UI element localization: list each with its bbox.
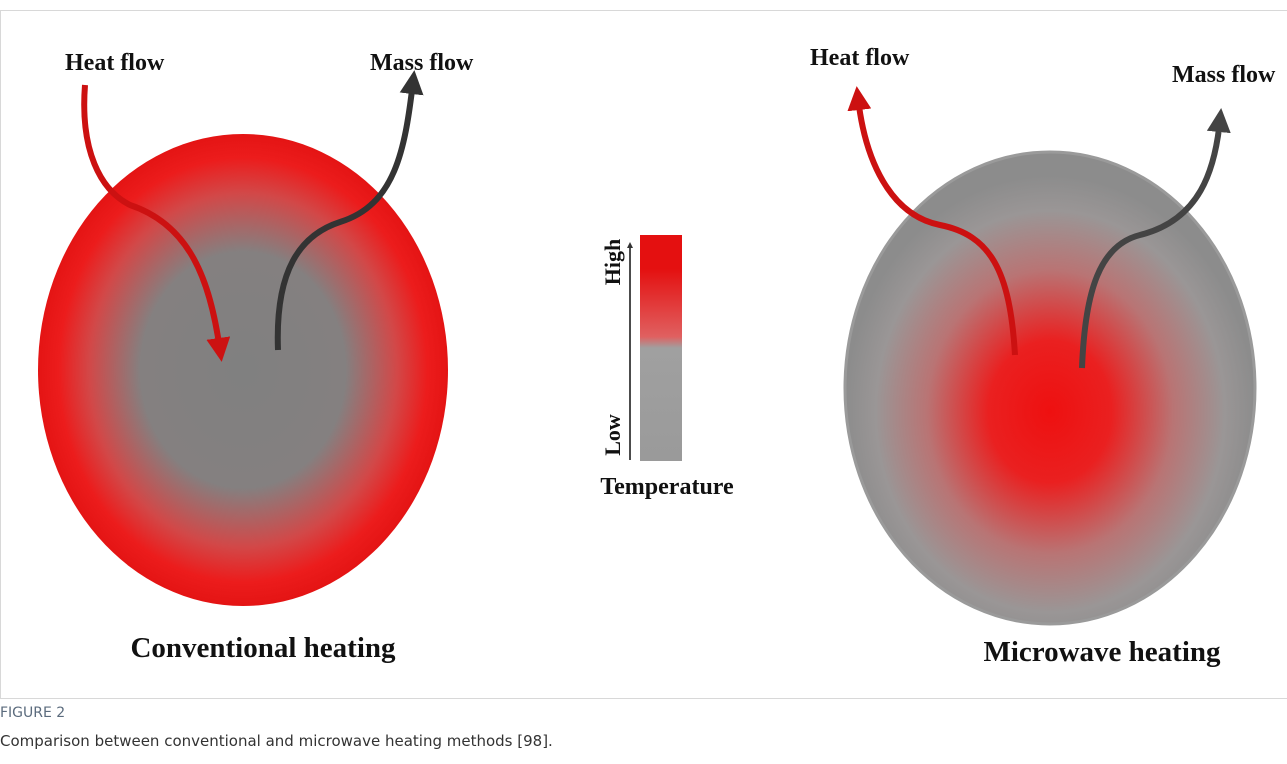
low-label: Low — [600, 414, 625, 456]
panel-title: Microwave heating — [983, 636, 1221, 668]
heat-flow-label: Heat flow — [810, 45, 910, 71]
figure: Heat flow Mass flow Conventional heating… — [0, 0, 1287, 764]
temperature-scale — [640, 235, 682, 461]
caption-text: Comparison between conventional and micr… — [0, 732, 553, 750]
heat-flow-label: Heat flow — [65, 50, 165, 76]
panel-title: Conventional heating — [130, 632, 396, 664]
caption-label: FIGURE 2 — [0, 705, 65, 721]
mass-flow-label: Mass flow — [1172, 62, 1276, 88]
high-label: High — [600, 239, 625, 285]
microwave-sample — [845, 152, 1255, 624]
mass-flow-label: Mass flow — [370, 50, 474, 76]
legend-title: Temperature — [600, 474, 734, 500]
conventional-sample — [38, 134, 448, 606]
page: Heat flow Mass flow Conventional heating… — [0, 0, 1287, 764]
